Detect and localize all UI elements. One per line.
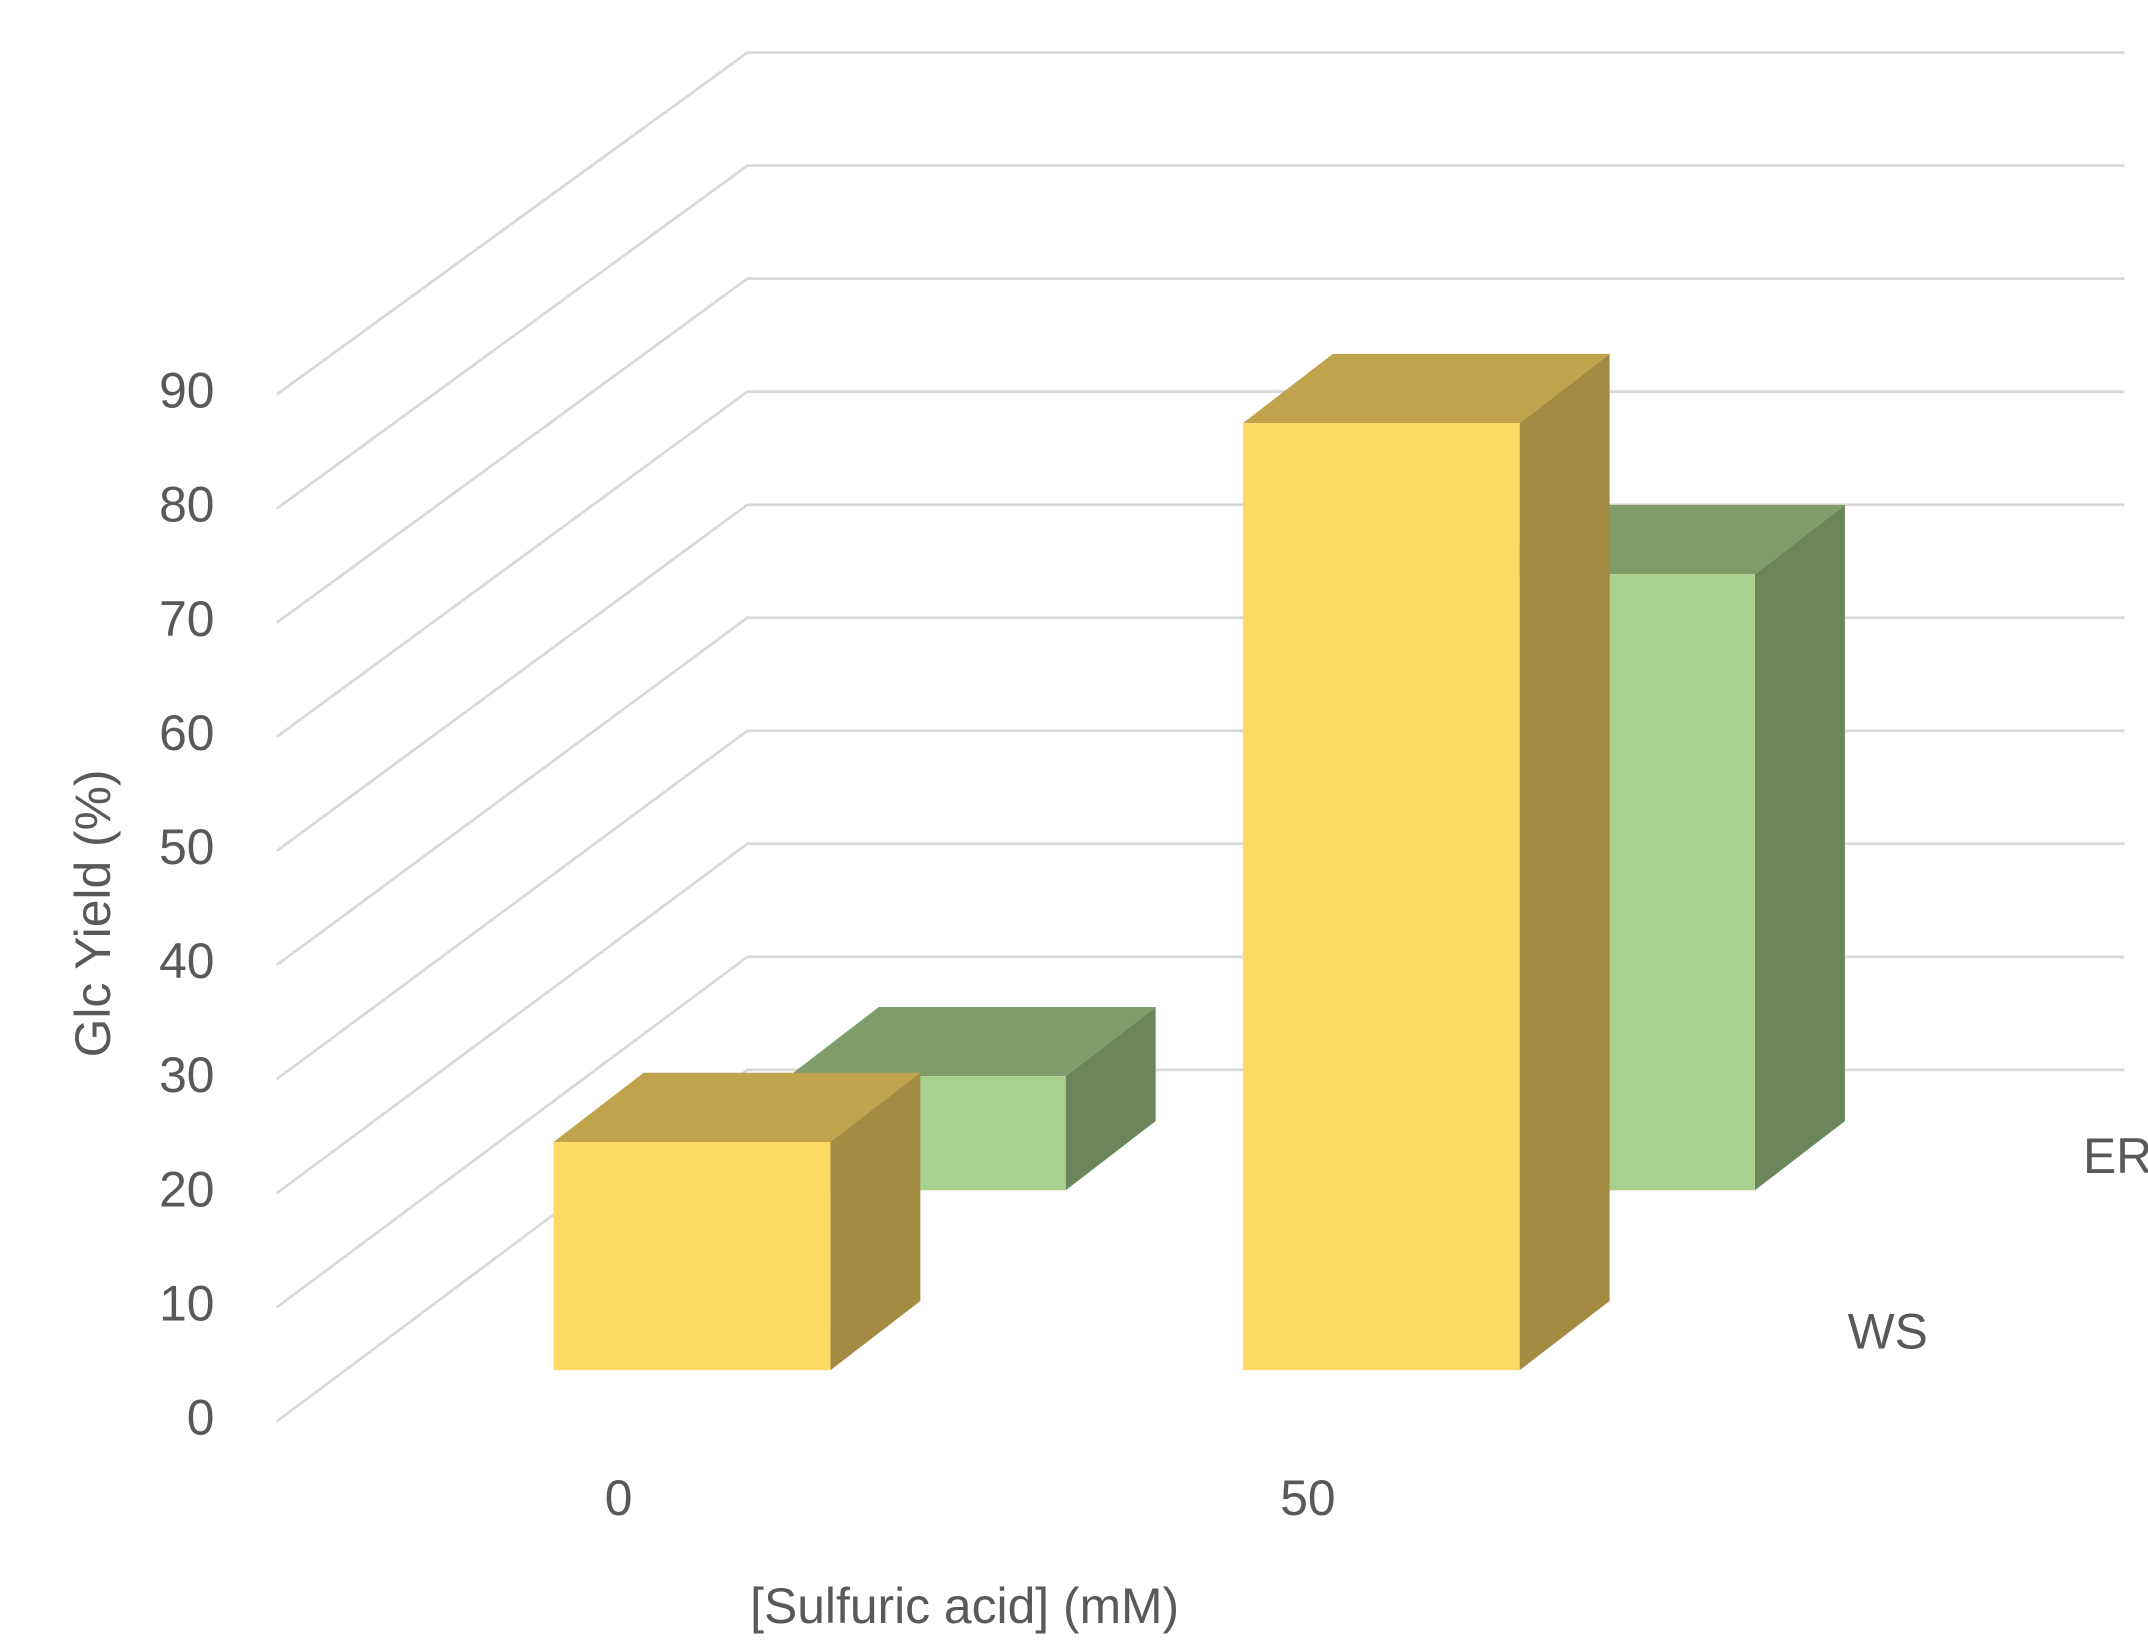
grid-line [275,51,2125,396]
grid-line [275,616,2125,967]
bar-side [1065,1006,1156,1191]
grid-line [275,842,2125,1195]
grid-line [275,729,2125,1081]
y-tick-label: 10 [159,1275,214,1331]
y-tick-label: 30 [159,1047,214,1103]
x-axis-title: [Sulfuric acid] (mM) [750,1578,1179,1634]
y-tick-label: 20 [159,1161,214,1217]
y-tick-label: 40 [159,933,214,989]
y-tick-label: 70 [159,591,214,647]
grid-line [275,277,2125,624]
series-label: ER [2083,1128,2148,1184]
bar-top [553,1072,921,1142]
bar-side [1754,504,1845,1191]
x-tick-label: 50 [1280,1470,1335,1526]
y-tick-label: 0 [187,1390,215,1446]
bar-top [1242,353,1610,424]
bar-side [830,1072,921,1371]
y-tick-label: 60 [159,705,214,761]
bar-side [1519,353,1610,1371]
y-tick-label: 90 [159,363,214,419]
y-tick-label: 50 [159,819,214,875]
bar [1242,423,1520,1371]
y-tick-label: 80 [159,477,214,533]
grid-line [275,503,2125,852]
series-label: WS [1848,1304,1928,1360]
grid-line [275,164,2125,510]
grid-line [275,390,2125,738]
bar-top [788,1006,1156,1077]
y-axis-title: Glc Yield (%) [65,770,121,1058]
x-tick-label: 0 [605,1470,633,1526]
bar [553,1141,831,1371]
